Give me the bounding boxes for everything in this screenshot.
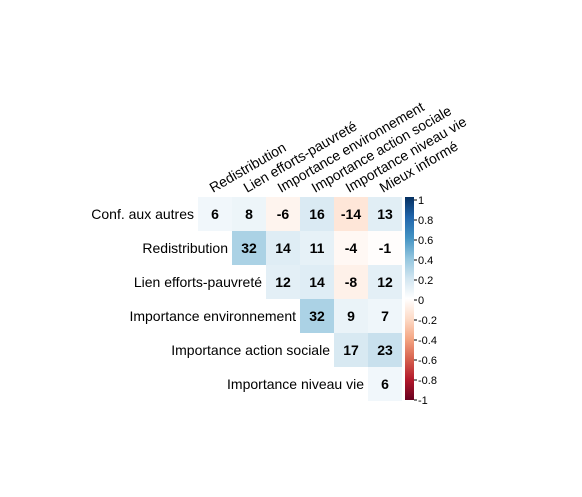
cell-value-label: 17 bbox=[343, 342, 359, 358]
colorbar-tick-label: 0.2 bbox=[418, 275, 433, 287]
heatmap-cell bbox=[232, 197, 266, 231]
cell-value-label: 12 bbox=[377, 274, 393, 290]
heatmap-cell bbox=[300, 231, 334, 265]
cell-value-label: 32 bbox=[241, 240, 257, 256]
colorbar-tick-label: -0.2 bbox=[418, 315, 437, 327]
heatmap-cell bbox=[232, 231, 266, 265]
row-label: Conf. aux autres bbox=[91, 206, 194, 222]
cell-value-label: 11 bbox=[310, 240, 325, 256]
heatmap-cell bbox=[368, 367, 402, 401]
colorbar-tick-label: 1 bbox=[418, 195, 424, 207]
heatmap-cell bbox=[300, 265, 334, 299]
heatmap-cell bbox=[300, 299, 334, 333]
cell-value-label: 13 bbox=[377, 206, 393, 222]
colorbar-tick-label: 0 bbox=[418, 295, 424, 307]
heatmap-cell bbox=[334, 265, 368, 299]
heatmap-cell bbox=[300, 197, 334, 231]
row-labels: Conf. aux autres Redistribution Lien effor… bbox=[91, 206, 364, 392]
cell-value-label: 8 bbox=[245, 206, 253, 222]
cell-value-label: 14 bbox=[309, 274, 325, 290]
heatmap-cell bbox=[266, 197, 300, 231]
heatmap-cell bbox=[334, 197, 368, 231]
row-label: Importance environnement bbox=[129, 308, 296, 324]
colorbar-tick-label: -0.4 bbox=[418, 335, 437, 347]
colorbar-tick-label: -1 bbox=[418, 395, 428, 407]
heatmap-cell bbox=[266, 265, 300, 299]
cell-value-label: 9 bbox=[347, 308, 355, 324]
cell-value-label: -8 bbox=[345, 274, 358, 290]
row-label: Lien efforts-pauvreté bbox=[134, 274, 262, 290]
cell-value-label: 7 bbox=[381, 308, 389, 324]
row-label: Importance action sociale bbox=[171, 342, 330, 358]
heatmap-cell bbox=[334, 299, 368, 333]
heatmap-cells: 6 8 -6 16 -14 13 32 14 11 -4 -1 12 14 -8 12 32 9 7 17 23 6 bbox=[198, 197, 402, 401]
heatmap-cell bbox=[368, 197, 402, 231]
cell-value-label: -4 bbox=[345, 240, 358, 256]
cell-value-label: -14 bbox=[341, 206, 361, 222]
cell-value-label: 16 bbox=[309, 206, 325, 222]
heatmap-cell bbox=[266, 231, 300, 265]
cell-value-label: 14 bbox=[275, 240, 291, 256]
heatmap-cell bbox=[368, 265, 402, 299]
cell-value-label: 12 bbox=[275, 274, 291, 290]
colorbar: 1 0.8 0.6 0.4 0.2 0 -0.2 -0.4 -0.6 -0.8 -1 bbox=[405, 195, 437, 407]
colorbar-tick-label: -0.6 bbox=[418, 355, 437, 367]
heatmap-cell bbox=[368, 231, 402, 265]
colorbar-tick-label: 0.6 bbox=[418, 235, 433, 247]
heatmap-cell bbox=[334, 333, 368, 367]
colorbar-tick-label: -0.8 bbox=[418, 375, 437, 387]
row-label: Redistribution bbox=[142, 240, 228, 256]
heatmap-cell bbox=[368, 299, 402, 333]
cell-value-label: 23 bbox=[377, 342, 393, 358]
heatmap-cell bbox=[368, 333, 402, 367]
colorbar-gradient bbox=[405, 197, 414, 400]
heatmap-cell bbox=[334, 231, 368, 265]
colorbar-tick-label: 0.8 bbox=[418, 215, 433, 227]
row-label: Importance niveau vie bbox=[227, 376, 364, 392]
colorbar-tick-label: 0.4 bbox=[418, 255, 433, 267]
cell-value-label: 6 bbox=[211, 206, 219, 222]
cell-value-label: -6 bbox=[277, 206, 290, 222]
cell-value-label: -1 bbox=[379, 240, 392, 256]
heatmap-cell bbox=[198, 197, 232, 231]
cell-value-label: 6 bbox=[381, 376, 389, 392]
cell-value-label: 32 bbox=[309, 308, 325, 324]
